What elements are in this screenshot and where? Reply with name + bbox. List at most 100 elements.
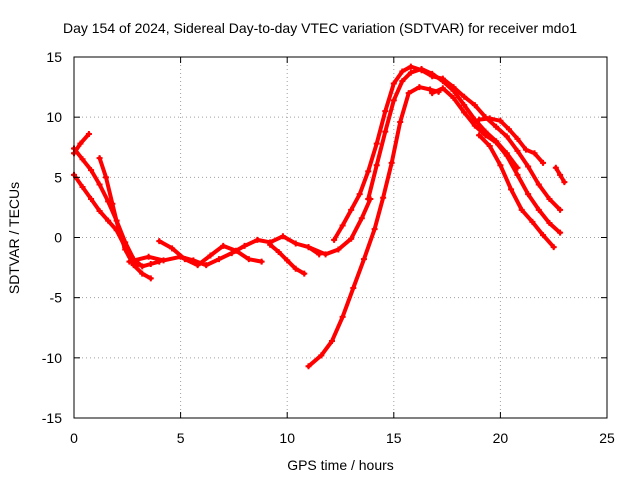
data-point [399,68,406,75]
data-point [77,140,84,147]
data-point [525,191,532,198]
data-point [348,206,355,213]
data-point [397,118,404,125]
data-point [497,162,504,169]
data-point [531,150,538,157]
data-point [194,262,201,269]
data-point [169,245,176,252]
data-point [365,195,372,202]
data-point [529,218,536,225]
data-point [88,167,95,174]
data-point [245,256,252,263]
grid-lines [74,57,607,418]
data-point [350,285,357,292]
data-point [476,132,483,139]
data-point [439,78,446,85]
data-point [147,260,154,267]
data-point [416,84,423,91]
data-point [335,246,342,253]
series-satellite-track-12 [429,85,564,236]
series-satellite-track-7 [267,241,308,277]
data-point [418,66,425,73]
x-tick-label: 25 [599,430,615,446]
data-point [258,258,265,265]
data-point [88,195,95,202]
data-point [429,90,436,97]
data-point [318,352,325,359]
y-axis-label: SDTVAR / TECUs [6,181,22,295]
data-point [156,238,163,245]
data-point [390,97,397,104]
x-tick-label: 15 [386,430,402,446]
series-satellite-track-1 [71,145,163,270]
data-point [390,80,397,87]
data-point [497,117,504,124]
data-point [486,143,493,150]
data-point [79,156,86,163]
y-tick-label: 5 [54,169,62,185]
data-point [145,253,152,260]
data-point [540,159,547,166]
series-satellite-track-14 [476,115,547,166]
x-axis-label: GPS time / hours [287,457,394,473]
series-line [306,85,441,369]
data-point [388,159,395,166]
data-point [339,313,346,320]
data-point [514,135,521,142]
data-point [292,265,299,272]
data-point [215,256,222,263]
data-point [493,139,500,146]
series-satellite-track-13 [476,132,557,251]
data-point [79,183,86,190]
data-point [348,235,355,242]
data-point [514,147,521,154]
data-point [535,181,542,188]
data-point [427,86,434,93]
data-point [373,162,380,169]
data-point [557,206,564,213]
y-tick-label: 10 [46,109,62,125]
data-point [546,220,553,227]
data-point [557,229,564,236]
data-point [407,63,414,70]
data-point [147,275,154,282]
data-point [203,262,210,269]
data-point [220,242,227,249]
data-point [450,87,457,94]
data-point [505,126,512,133]
data-point [382,108,389,115]
data-point [275,248,282,255]
series-satellite-track-6 [156,238,265,269]
data-point [322,251,329,258]
data-point [552,164,559,171]
data-point [339,222,346,229]
y-tick-label: -15 [42,410,62,426]
data-point [284,257,291,264]
series-satellite-track-8 [305,195,374,258]
data-point [328,337,335,344]
data-point [102,174,109,181]
data-point [301,270,308,277]
data-point [525,163,532,170]
data-point [305,363,312,370]
data-point [461,102,468,109]
data-point [254,236,261,243]
data-point [360,256,367,263]
data-point [550,244,557,251]
data-point [503,133,510,140]
y-tick-label: -5 [50,290,63,306]
data-point [429,70,436,77]
data-point [535,206,542,213]
data-point [181,256,188,263]
data-point [267,241,274,248]
data-point [557,171,564,178]
data-point [207,252,214,259]
data-point [139,263,146,270]
y-tick-label: 15 [46,49,62,65]
data-point [471,122,478,129]
series-line [477,133,556,250]
series-satellite-track-4 [96,155,141,267]
x-tick-label: 0 [70,430,78,446]
data-point [371,226,378,233]
data-point [405,90,412,97]
